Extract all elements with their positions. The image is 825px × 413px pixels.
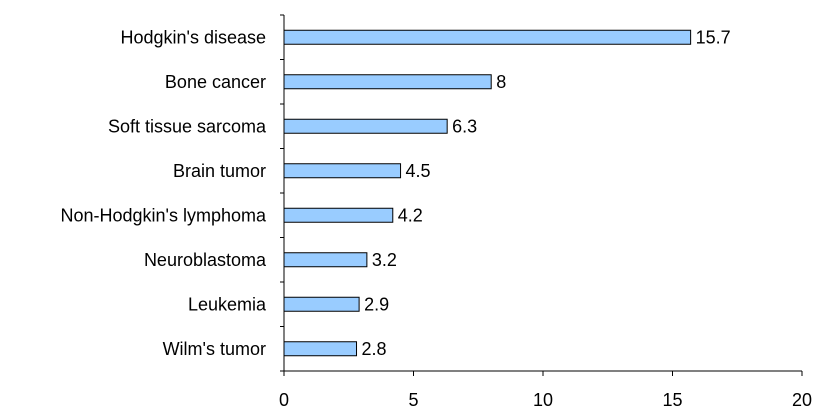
x-tick-label: 0 bbox=[279, 390, 289, 410]
category-label-brain-tumor: Brain tumor bbox=[173, 161, 266, 181]
value-label-wilm-s-tumor: 2.8 bbox=[362, 339, 387, 359]
bar-wilm-s-tumor bbox=[283, 341, 358, 357]
category-label-hodgkin-s-disease: Hodgkin's disease bbox=[120, 27, 266, 47]
bar-neuroblastoma bbox=[283, 252, 368, 268]
value-label-bone-cancer: 8 bbox=[496, 72, 506, 92]
value-label-neuroblastoma: 3.2 bbox=[372, 250, 397, 270]
x-tick-label: 10 bbox=[533, 390, 553, 410]
x-tick-label: 20 bbox=[792, 390, 812, 410]
value-label-brain-tumor: 4.5 bbox=[406, 161, 431, 181]
bar-soft-tissue-sarcoma bbox=[283, 118, 448, 134]
category-label-neuroblastoma: Neuroblastoma bbox=[144, 250, 267, 270]
category-label-bone-cancer: Bone cancer bbox=[165, 72, 266, 92]
bar-brain-tumor bbox=[283, 163, 402, 179]
value-label-soft-tissue-sarcoma: 6.3 bbox=[452, 116, 477, 136]
category-label-soft-tissue-sarcoma: Soft tissue sarcoma bbox=[108, 116, 267, 136]
bar-non-hodgkin-s-lymphoma bbox=[283, 207, 394, 223]
axes-layer bbox=[280, 14, 803, 376]
value-label-hodgkin-s-disease: 15.7 bbox=[696, 27, 731, 47]
bar-hodgkin-s-disease bbox=[283, 29, 692, 45]
bar-leukemia bbox=[283, 296, 360, 312]
value-label-non-hodgkin-s-lymphoma: 4.2 bbox=[398, 205, 423, 225]
category-label-leukemia: Leukemia bbox=[188, 294, 267, 314]
category-label-non-hodgkin-s-lymphoma: Non-Hodgkin's lymphoma bbox=[60, 205, 267, 225]
bar-bone-cancer bbox=[283, 74, 492, 90]
x-tick-label: 15 bbox=[662, 390, 682, 410]
labels-layer: Hodgkin's disease 15.7 Bone cancer 8 Soft ti… bbox=[60, 27, 812, 410]
value-label-leukemia: 2.9 bbox=[364, 294, 389, 314]
bars-layer bbox=[283, 29, 692, 357]
x-tick-label: 5 bbox=[408, 390, 418, 410]
category-label-wilm-s-tumor: Wilm's tumor bbox=[163, 339, 266, 359]
